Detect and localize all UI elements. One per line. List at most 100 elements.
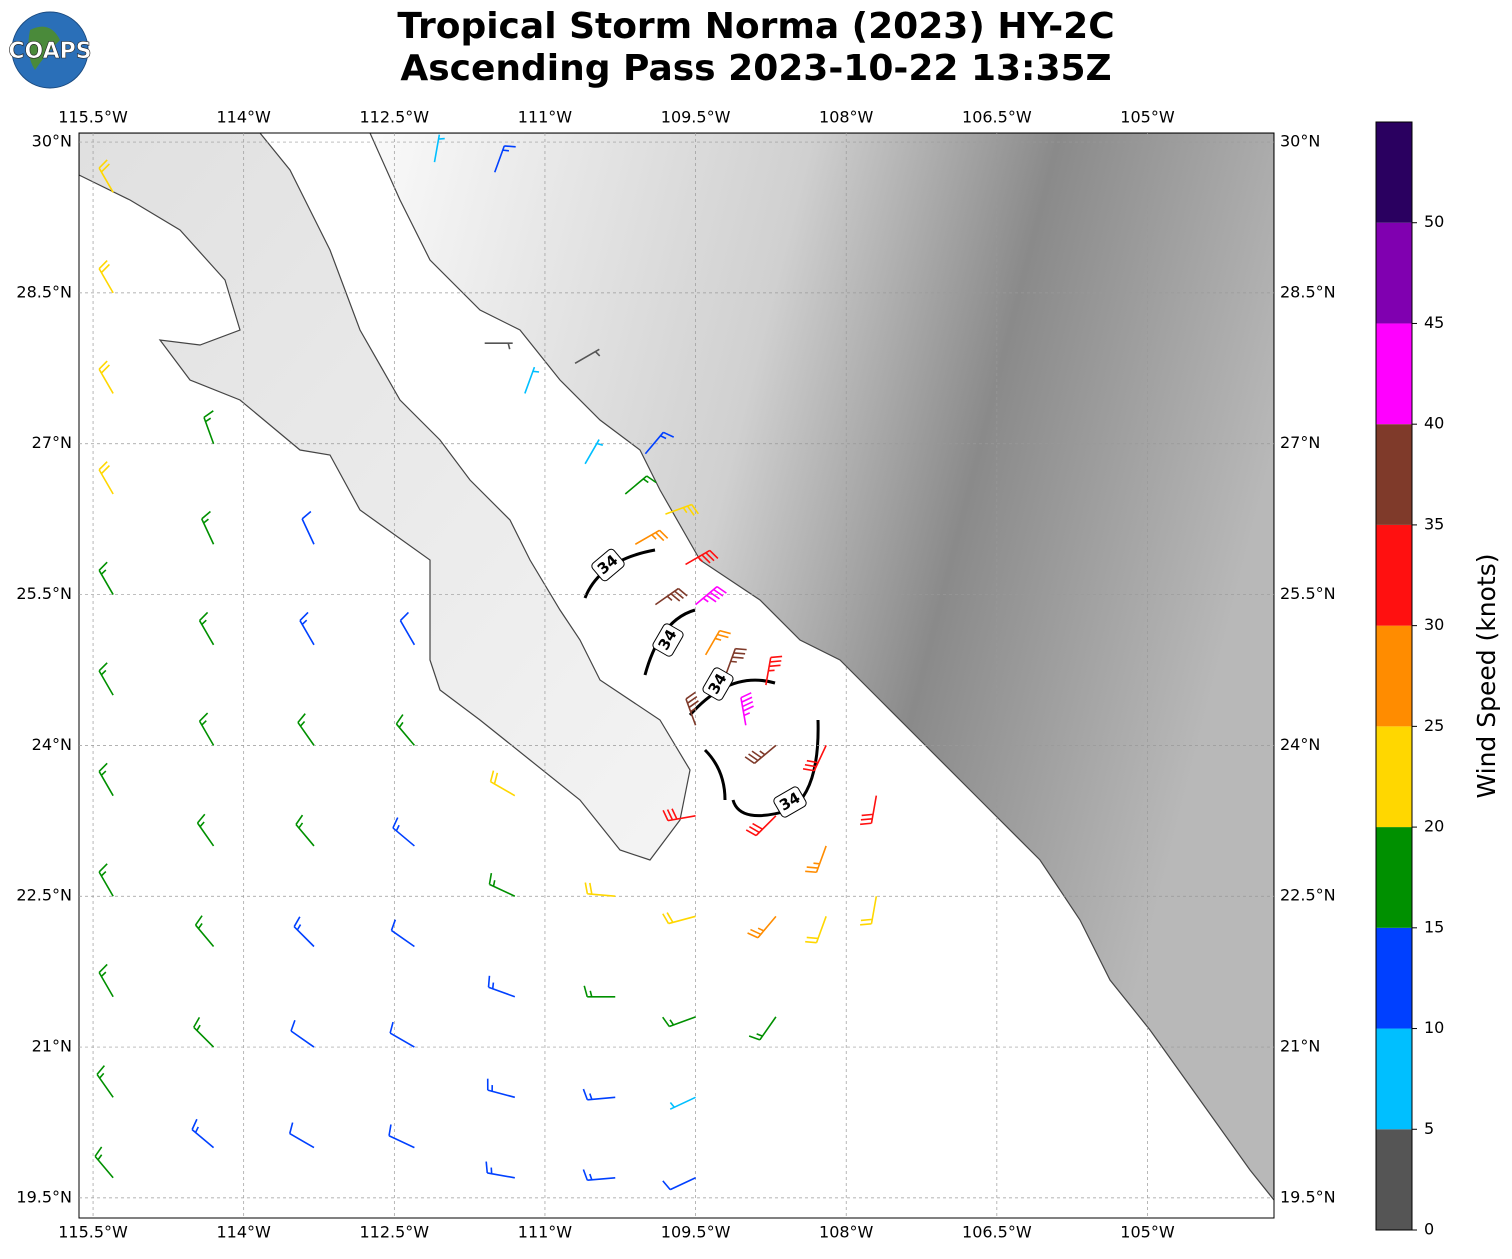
x-tick-label: 112.5°W [360,108,430,127]
wind-barb [98,662,114,696]
colorbar-tick-label: 0 [1424,1220,1434,1239]
colorbar-tick-label: 50 [1424,212,1444,231]
y-tick-label: 21°N [1280,1037,1320,1056]
wind-barb [98,963,114,998]
wind-barb [805,916,827,944]
y-tick-label: 25.5°N [16,584,72,603]
wind-barb [96,1065,114,1098]
logo-text: COAPS [8,39,91,64]
colorbar-segment [1376,524,1412,626]
wind-barb [802,745,827,772]
x-tick-label: 105°W [1120,1223,1175,1242]
wind-barb [203,410,215,444]
colorbar-tick-label: 15 [1424,917,1444,936]
y-tick-label: 28.5°N [16,282,72,301]
wind-barb [665,503,699,516]
wind-barb [198,712,215,746]
x-tick-label: 112.5°W [360,1223,430,1242]
wind-barb [685,691,699,726]
colorbar-label: Wind Speed (knots) [1472,553,1501,798]
wind-barb [745,815,777,837]
baja [79,133,691,861]
wind-barb [191,1118,215,1149]
colorbar-tick-label: 35 [1424,514,1444,533]
y-tick-label: 28.5°N [1280,282,1336,301]
wind-barb [388,1124,415,1149]
wind-barb [198,611,215,646]
y-tick-label: 25.5°N [1280,584,1336,603]
wind-barb [662,912,696,925]
wind-barb [488,873,516,897]
title: Tropical Storm Norma (2023) HY-2C [397,6,1114,47]
wind-barb [685,549,719,566]
title: Ascending Pass 2023-10-22 13:35Z [400,48,1111,89]
wind-barb [747,915,777,939]
wind-barb [433,134,445,163]
y-tick-label: 30°N [1280,132,1320,151]
colorbar-tick-label: 20 [1424,817,1444,836]
y-tick-label: 19.5°N [1280,1187,1336,1206]
wind-barb [583,985,616,998]
x-tick-label: 109.5°W [661,1223,731,1242]
y-tick-label: 24°N [32,735,72,754]
y-tick-label: 21°N [32,1037,72,1056]
y-tick-label: 27°N [1280,433,1320,452]
wind-barb [94,1146,114,1179]
wind-barb [98,259,114,294]
wind-barb [805,845,827,874]
wind-barb [395,714,416,746]
contour-labels: 34 34 34 34 [591,548,807,818]
wind-barb [98,762,114,797]
colorbar-segment [1376,726,1412,828]
map-frame [78,132,1275,1219]
wind-barb [493,145,516,173]
wind-barb [98,461,114,495]
x-tick-label: 115.5°W [58,1223,128,1242]
wind-barb [193,1016,215,1048]
wind-barb [624,475,657,495]
wind-barb [297,713,315,746]
x-tick-label: 109.5°W [661,108,731,127]
wind-barb [301,510,315,545]
wind-barb [748,1016,777,1041]
colorbar-segment [1376,424,1412,525]
wind-barb [392,817,415,847]
wind-barb [295,814,315,847]
wind-barb [669,1096,696,1110]
wind-barb [644,431,675,455]
y-tick-label: 22.5°N [1280,886,1336,905]
wind-barb [860,896,878,926]
wind-barb [485,1161,515,1179]
wind-barb [524,366,540,394]
wind-barb [299,611,315,646]
wind-barb [704,629,731,656]
colorbar-segment [1376,827,1412,928]
wind-barb [724,647,747,676]
y-tick-label: 27°N [32,433,72,452]
wind-barb [196,813,215,847]
wind-barb [98,863,114,897]
wind-barb [582,1169,616,1182]
colorbar-tick-label: 45 [1424,313,1444,332]
x-tick-label: 115.5°W [58,108,128,127]
colorbar-tick-label: 30 [1424,615,1444,634]
y-tick-label: 22.5°N [16,886,72,905]
colorbar-segment [1376,927,1412,1029]
wind-barb [695,585,727,606]
wind-barb [486,1078,516,1099]
wind-barb [662,1177,696,1191]
colorbar-tick-label: 25 [1424,716,1444,735]
wind-barb [489,770,516,797]
wind-barb [399,611,416,646]
wind-barb [484,342,513,350]
x-tick-label: 111°W [518,1223,573,1242]
colorbar-segment [1376,122,1412,223]
colorbar-segment [1376,1129,1412,1230]
x-tick-label: 114°W [217,108,272,127]
y-tick-label: 30°N [32,132,72,151]
wind-barb [290,1019,315,1048]
logo: COAPS [8,11,92,89]
mainland [369,133,1274,1201]
colorbar-tick-label: 5 [1424,1119,1434,1138]
